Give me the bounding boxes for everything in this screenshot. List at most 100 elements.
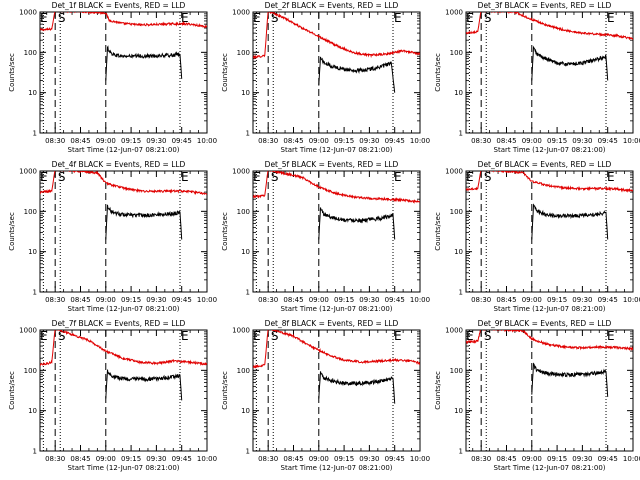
y-axis-label: Counts/sec xyxy=(434,53,442,92)
y-tick-label: 10 xyxy=(454,407,463,415)
x-tick-label: 10:00 xyxy=(410,137,430,145)
x-tick-label: 09:15 xyxy=(547,455,567,463)
y-tick-label: 1000 xyxy=(19,327,37,335)
y-tick-label: 100 xyxy=(237,208,250,216)
x-tick-label: 09:00 xyxy=(309,296,329,304)
plot-frame xyxy=(465,170,634,293)
panel-4: Det_4f BLACK = Events, RED = LLD 1 10 100 10… xyxy=(8,160,217,313)
series-lld-line xyxy=(253,12,420,60)
x-axis-label: Start Time (12-Jun-07 08:21:00) xyxy=(494,146,606,154)
plot-frame xyxy=(252,11,421,134)
series-events-line xyxy=(318,56,396,93)
panel-3: Det_3f BLACK = Events, RED = LLD 1 10 100 10… xyxy=(434,1,640,154)
y-tick-label: 10 xyxy=(454,248,463,256)
marker-label: E xyxy=(181,170,189,184)
marker-label: E xyxy=(40,170,48,184)
y-tick-label: 100 xyxy=(24,367,37,375)
x-tick-label: 08:30 xyxy=(45,137,65,145)
y-tick-label: 10 xyxy=(28,89,37,97)
x-tick-label: 08:30 xyxy=(471,296,491,304)
y-tick-label: 100 xyxy=(237,367,250,375)
y-axis-label: Counts/sec xyxy=(434,371,442,410)
x-tick-label: 09:15 xyxy=(334,137,354,145)
marker-label: E xyxy=(466,11,474,25)
panel-9: Det_9f BLACK = Events, RED = LLD 1 10 100 10… xyxy=(434,319,640,472)
series-lld-line xyxy=(40,12,207,32)
y-tick-label: 10 xyxy=(28,407,37,415)
series-lld-line xyxy=(466,330,633,351)
marker-label: E xyxy=(394,329,402,343)
marker-label: E xyxy=(253,329,261,343)
panel-5: Det_5f BLACK = Events, RED = LLD 1 10 100 10… xyxy=(221,160,430,313)
x-tick-label: 09:00 xyxy=(522,455,542,463)
x-tick-label: 09:30 xyxy=(359,455,379,463)
series-lld-line xyxy=(253,330,420,369)
series-events-line xyxy=(531,45,609,81)
y-tick-label: 1000 xyxy=(19,9,37,17)
y-tick-label: 1 xyxy=(33,448,37,456)
x-tick-label: 10:00 xyxy=(623,455,640,463)
panel-title: Det_7f BLACK = Events, RED = LLD xyxy=(52,319,186,328)
y-axis-label: Counts/sec xyxy=(8,212,16,251)
x-tick-label: 09:30 xyxy=(572,137,592,145)
panel-2: Det_2f BLACK = Events, RED = LLD 1 10 100 10… xyxy=(221,1,430,154)
series-lld-line xyxy=(466,171,633,193)
x-tick-label: 08:45 xyxy=(496,137,516,145)
x-tick-label: 10:00 xyxy=(197,296,217,304)
x-tick-label: 08:45 xyxy=(70,296,90,304)
x-tick-label: 10:00 xyxy=(197,455,217,463)
x-tick-label: 09:00 xyxy=(96,137,116,145)
y-tick-label: 1 xyxy=(33,130,37,138)
series-events-line xyxy=(105,45,183,81)
y-tick-label: 100 xyxy=(24,208,37,216)
y-tick-label: 10 xyxy=(28,248,37,256)
series-lld-line xyxy=(40,171,207,196)
panel-6: Det_6f BLACK = Events, RED = LLD 1 10 100 10… xyxy=(434,160,640,313)
x-tick-label: 08:30 xyxy=(45,296,65,304)
y-tick-label: 1 xyxy=(33,289,37,297)
panel-title: Det_1f BLACK = Events, RED = LLD xyxy=(52,1,186,10)
x-tick-label: 08:30 xyxy=(258,455,278,463)
x-tick-label: 09:45 xyxy=(385,455,405,463)
x-axis-label: Start Time (12-Jun-07 08:21:00) xyxy=(494,464,606,472)
x-tick-label: 08:30 xyxy=(45,455,65,463)
y-tick-label: 10 xyxy=(241,89,250,97)
marker-label: E xyxy=(40,11,48,25)
marker-label: S xyxy=(484,11,492,25)
series-lld-line xyxy=(253,171,420,204)
marker-label: E xyxy=(607,11,615,25)
series-lld-line xyxy=(466,12,633,41)
y-tick-label: 10 xyxy=(454,89,463,97)
plot-frame xyxy=(252,329,421,452)
marker-label: S xyxy=(271,170,279,184)
x-tick-label: 08:45 xyxy=(283,137,303,145)
series-events-line xyxy=(105,369,183,401)
panel-7: Det_7f BLACK = Events, RED = LLD 1 10 100 10… xyxy=(8,319,217,472)
marker-label: S xyxy=(271,11,279,25)
y-tick-label: 10 xyxy=(241,407,250,415)
panel-title: Det_8f BLACK = Events, RED = LLD xyxy=(265,319,399,328)
y-tick-label: 1000 xyxy=(232,168,250,176)
x-tick-label: 08:45 xyxy=(283,296,303,304)
x-axis-label: Start Time (12-Jun-07 08:21:00) xyxy=(68,464,180,472)
x-tick-label: 08:30 xyxy=(471,455,491,463)
x-tick-label: 08:45 xyxy=(496,296,516,304)
marker-label: S xyxy=(58,329,66,343)
x-axis-label: Start Time (12-Jun-07 08:21:00) xyxy=(281,146,393,154)
x-tick-label: 09:15 xyxy=(121,296,141,304)
x-tick-label: 09:30 xyxy=(359,296,379,304)
series-events-line xyxy=(318,371,396,404)
y-axis-label: Counts/sec xyxy=(221,371,229,410)
x-tick-label: 09:30 xyxy=(146,455,166,463)
x-tick-label: 09:45 xyxy=(172,137,192,145)
series-events-line xyxy=(318,207,396,240)
marker-label: S xyxy=(58,170,66,184)
y-tick-label: 1000 xyxy=(445,168,463,176)
y-tick-label: 100 xyxy=(450,367,463,375)
x-tick-label: 09:30 xyxy=(572,296,592,304)
series-events-line xyxy=(531,203,609,240)
y-axis-label: Counts/sec xyxy=(434,212,442,251)
y-tick-label: 1000 xyxy=(445,9,463,17)
marker-label: E xyxy=(466,329,474,343)
x-axis-label: Start Time (12-Jun-07 08:21:00) xyxy=(68,146,180,154)
